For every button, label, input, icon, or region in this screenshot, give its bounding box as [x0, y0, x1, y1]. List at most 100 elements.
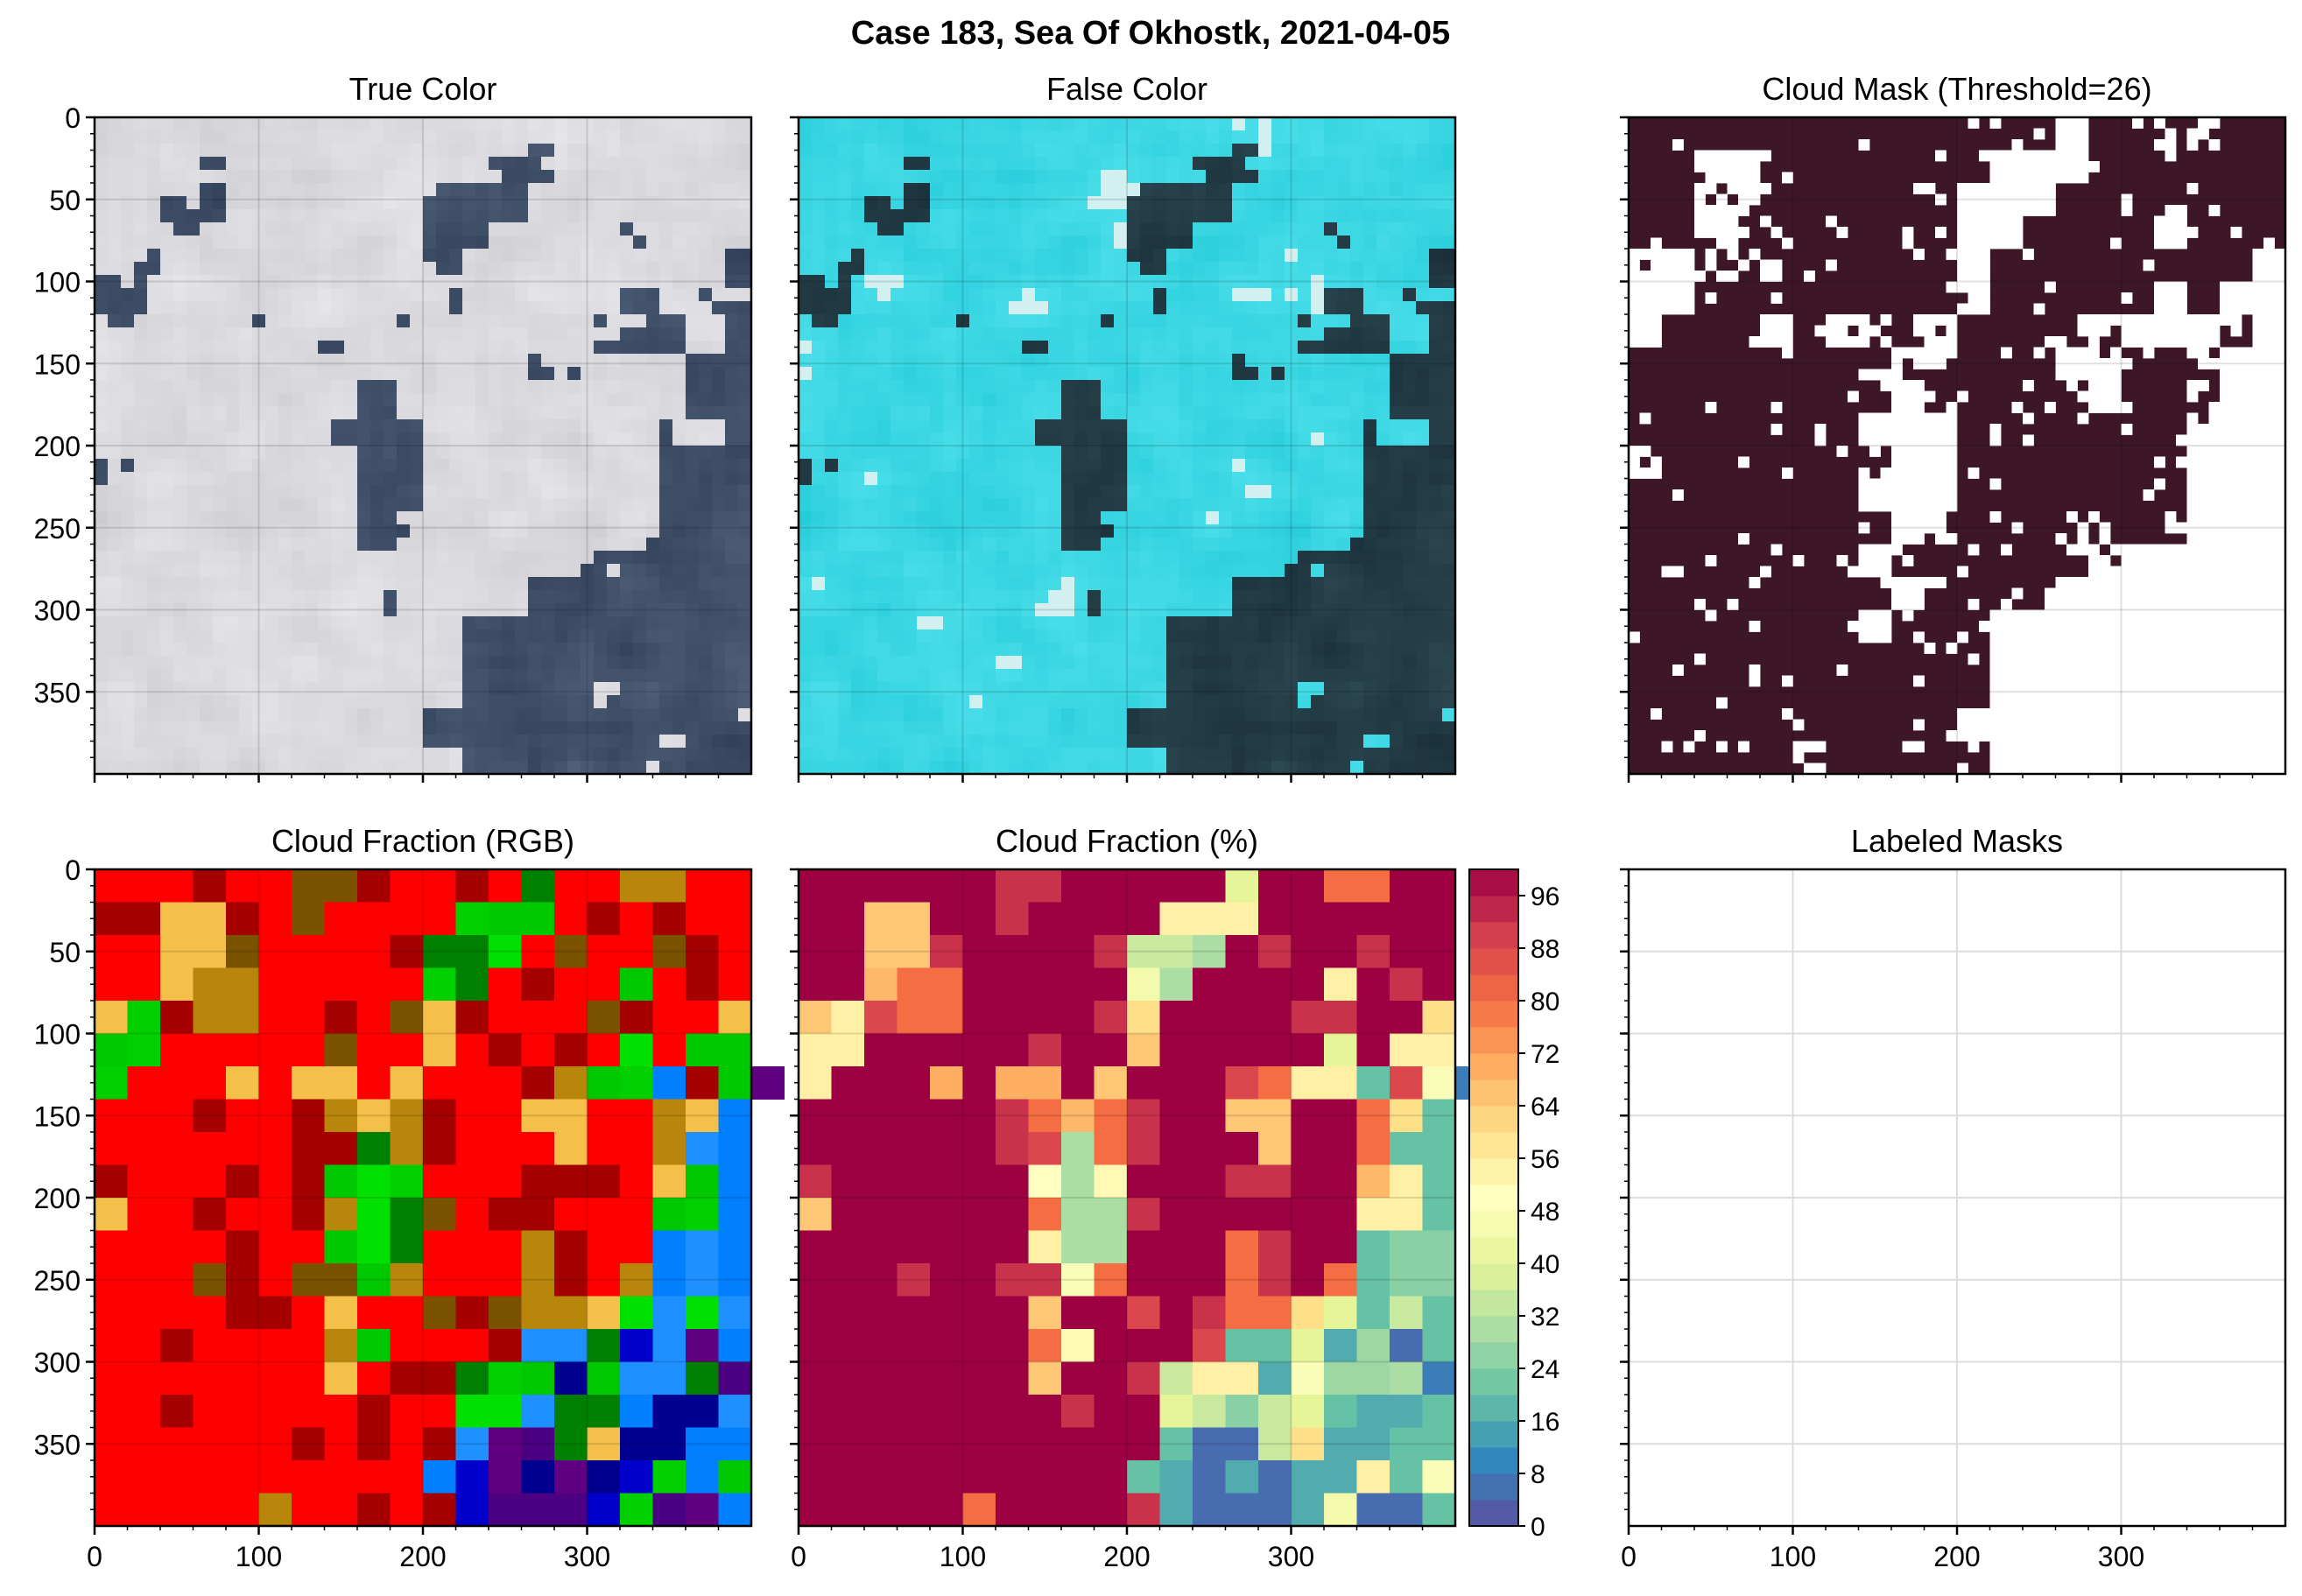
image-pixel	[1101, 721, 1115, 735]
image-pixel	[633, 564, 647, 578]
image-pixel	[1324, 485, 1338, 499]
image-pixel	[134, 498, 148, 512]
image-pixel	[738, 656, 752, 670]
figure-suptitle: Case 183, Sea Of Okhostk, 2021-04-05	[851, 15, 1450, 52]
image-pixel	[265, 209, 279, 223]
image-pixel	[799, 354, 813, 368]
image-pixel	[864, 327, 878, 341]
image-pixel	[1206, 446, 1220, 460]
image-pixel	[187, 183, 201, 197]
image-pixel	[160, 551, 174, 565]
image-pixel	[646, 735, 660, 749]
image-pixel	[436, 721, 450, 735]
image-pixel	[1140, 327, 1154, 341]
image-pixel	[699, 288, 713, 302]
image-pixel	[825, 275, 839, 289]
image-pixel	[1232, 249, 1246, 263]
image-pixel	[331, 170, 345, 184]
image-pixel	[1285, 498, 1299, 512]
image-pixel	[646, 288, 660, 302]
image-pixel	[1442, 669, 1456, 683]
image-pixel	[370, 406, 384, 420]
image-pixel	[1232, 472, 1246, 486]
image-pixel	[370, 170, 384, 184]
image-pixel	[1153, 656, 1167, 670]
image-pixel	[799, 144, 813, 158]
image-pixel	[738, 761, 752, 775]
image-pixel	[436, 446, 450, 460]
image-pixel	[187, 327, 201, 341]
image-pixel	[864, 603, 878, 617]
image-pixel	[633, 236, 647, 250]
image-pixel	[1416, 590, 1430, 604]
image-pixel	[659, 432, 673, 446]
image-pixel	[489, 590, 503, 604]
image-pixel	[1193, 130, 1207, 144]
image-pixel	[344, 603, 358, 617]
image-pixel	[187, 393, 201, 407]
image-pixel	[226, 682, 240, 696]
image-pixel	[1140, 262, 1154, 276]
image-pixel	[699, 236, 713, 250]
image-pixel	[1285, 511, 1299, 525]
image-pixel	[581, 682, 595, 696]
image-pixel	[173, 551, 187, 565]
image-pixel	[969, 222, 983, 236]
image-pixel	[331, 144, 345, 158]
image-pixel	[581, 551, 595, 565]
image-pixel	[1088, 577, 1102, 591]
image-pixel	[825, 577, 839, 591]
image-pixel	[1140, 367, 1154, 381]
image-pixel	[699, 459, 713, 473]
image-pixel	[108, 249, 122, 263]
image-pixel	[1048, 669, 1062, 683]
image-pixel	[594, 708, 608, 722]
image-pixel	[1363, 183, 1377, 197]
image-pixel	[712, 590, 726, 604]
image-pixel	[318, 367, 332, 381]
image-pixel	[502, 577, 516, 591]
image-pixel	[877, 144, 891, 158]
image-pixel	[904, 209, 918, 223]
image-pixel	[567, 669, 581, 683]
image-pixel	[278, 656, 292, 670]
image-pixel	[160, 564, 174, 578]
image-pixel	[659, 761, 673, 775]
image-pixel	[1022, 629, 1036, 643]
image-pixel	[917, 498, 931, 512]
image-pixel	[956, 393, 970, 407]
image-pixel	[1101, 564, 1115, 578]
image-pixel	[528, 577, 542, 591]
image-pixel	[239, 564, 253, 578]
image-pixel	[1114, 577, 1128, 591]
image-pixel	[877, 472, 891, 486]
image-pixel	[1311, 735, 1325, 749]
image-pixel	[1298, 354, 1312, 368]
image-pixel	[851, 643, 865, 657]
image-pixel	[659, 472, 673, 486]
image-pixel	[825, 341, 839, 355]
image-pixel	[1298, 262, 1312, 276]
image-pixel	[930, 393, 944, 407]
image-pixel	[489, 511, 503, 525]
image-pixel	[515, 485, 529, 499]
image-pixel	[147, 275, 161, 289]
image-pixel	[1048, 616, 1062, 630]
image-pixel	[410, 472, 424, 486]
image-pixel	[1232, 538, 1246, 552]
image-pixel	[502, 367, 516, 381]
image-pixel	[1271, 472, 1285, 486]
image-pixel	[891, 603, 905, 617]
image-pixel	[659, 367, 673, 381]
image-pixel	[554, 761, 568, 775]
image-pixel	[344, 209, 358, 223]
image-pixel	[160, 748, 174, 762]
image-pixel	[1429, 682, 1443, 696]
image-pixel	[554, 301, 568, 315]
image-pixel	[1390, 603, 1404, 617]
image-pixel	[1337, 551, 1351, 565]
image-pixel	[738, 419, 752, 433]
image-pixel	[252, 341, 266, 355]
image-pixel	[449, 262, 463, 276]
image-pixel	[699, 367, 713, 381]
